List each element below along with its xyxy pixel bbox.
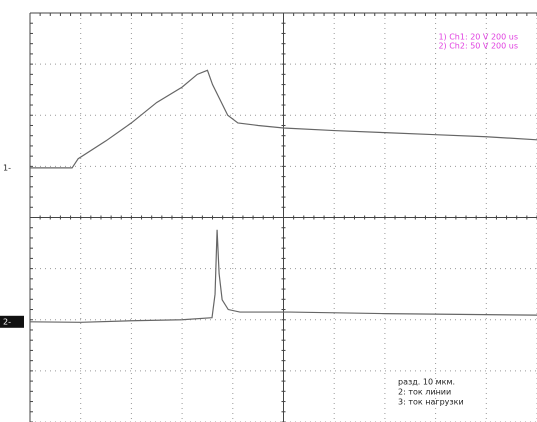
channel-setting: 2) Ch2: 50 V 200 us	[438, 42, 518, 51]
trace	[30, 69, 537, 169]
channel-marker: 1-	[3, 163, 11, 172]
note: 2: ток линии	[398, 388, 451, 397]
channel-setting: 1) Ch1: 20 V 200 us	[438, 33, 518, 42]
note: разд. 10 мкм.	[398, 378, 455, 387]
note: 3: ток нагрузки	[398, 398, 464, 407]
marker-box	[0, 315, 24, 328]
trace	[29, 229, 537, 323]
channel-marker: 2-	[3, 317, 11, 326]
